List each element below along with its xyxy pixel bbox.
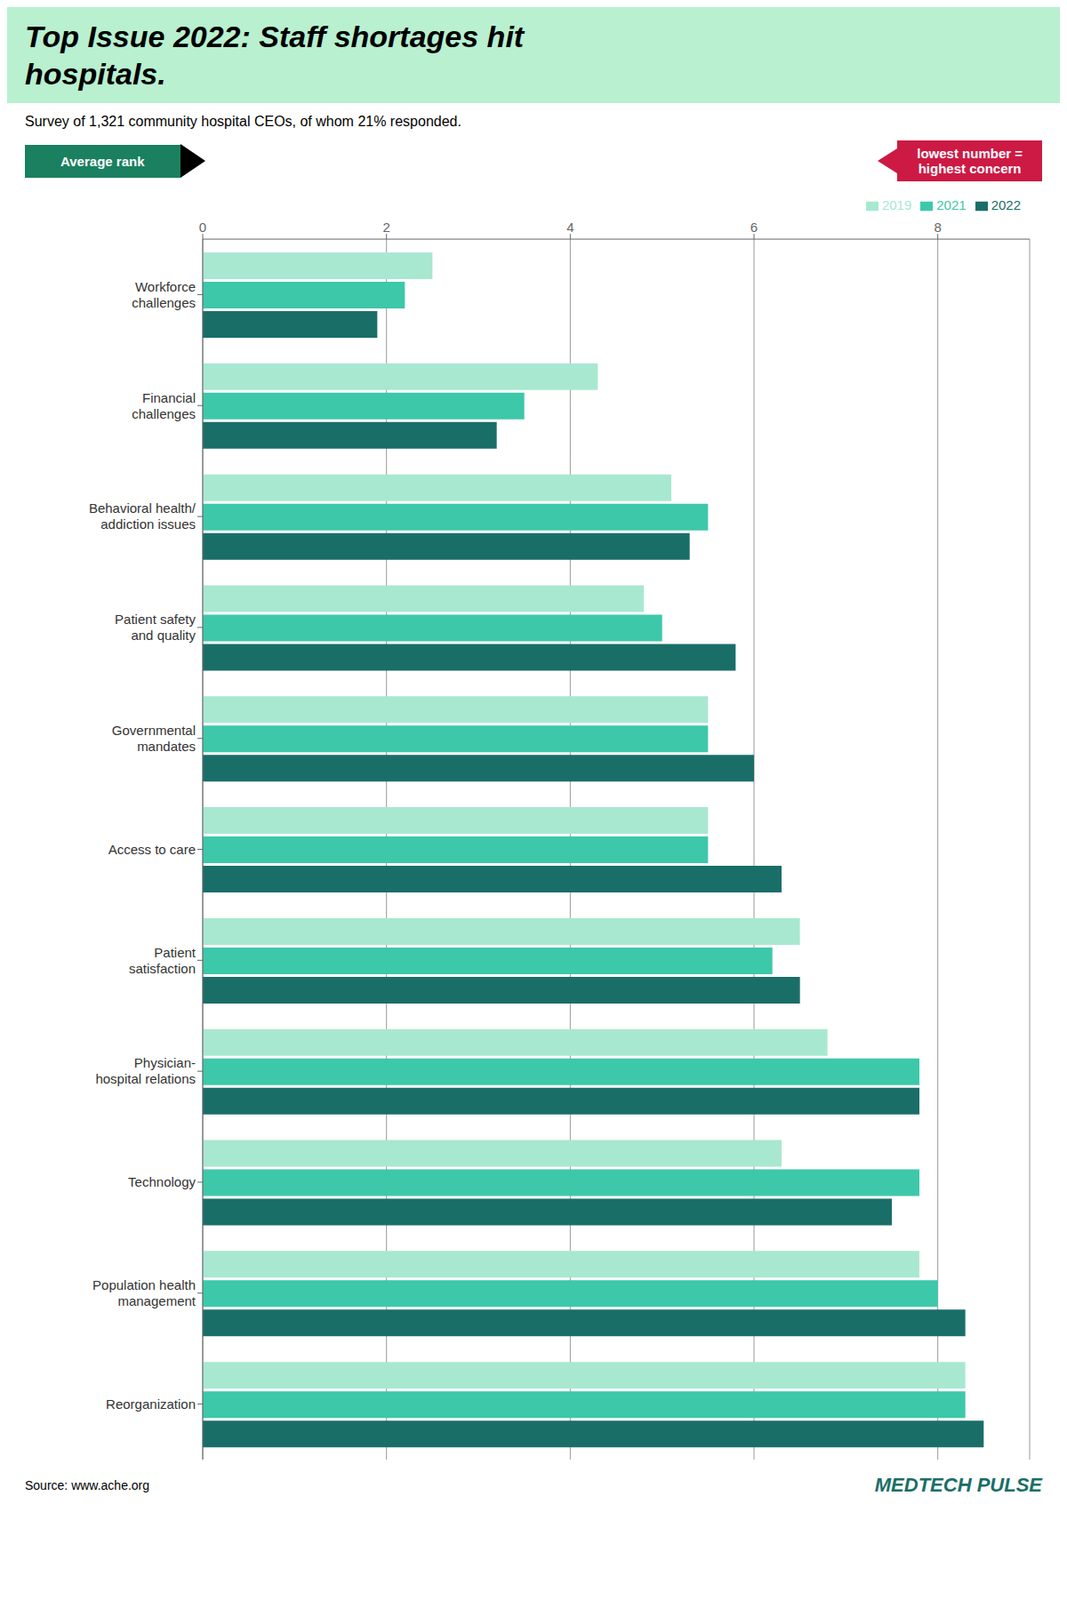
html-text:MEDTECH PULSE: MEDTECH PULSE <box>874 1474 1043 1497</box>
html-text:hospitals.: hospitals. <box>24 56 167 91</box>
svg-text:Technology: Technology <box>128 1174 196 1190</box>
html-text:Top Issue 2022: Staff shortage: Top Issue 2022: Staff shortages hit <box>24 19 524 54</box>
html-text:Source: www.ache.org: Source: www.ache.org <box>24 1478 150 1493</box>
html-text:Average rank: Average rank <box>60 153 145 169</box>
svg-text:2: 2 <box>382 219 390 235</box>
svg-text:Financialchallenges: Financialchallenges <box>131 390 196 422</box>
svg-text:Physician-hospital relations: Physician-hospital relations <box>95 1055 196 1087</box>
svg-text:Patient safetyand quality: Patient safetyand quality <box>114 611 196 643</box>
svg-text:Access to care: Access to care <box>108 842 196 858</box>
html-text:2021: 2021 <box>936 197 967 213</box>
svg-text:Behavioral health/addiction is: Behavioral health/addiction issues <box>88 500 197 532</box>
html-text:Survey of 1,321 community hosp: Survey of 1,321 community hospital CEOs,… <box>24 113 462 129</box>
svg-text:4: 4 <box>566 219 574 235</box>
html-text:2019: 2019 <box>881 197 912 213</box>
svg-text:Workforcechallenges: Workforcechallenges <box>131 279 196 311</box>
html-text:2022: 2022 <box>991 197 1021 213</box>
svg-text:8: 8 <box>933 219 941 235</box>
svg-text:Patientsatisfaction: Patientsatisfaction <box>128 945 197 977</box>
html-text:lowest number =: lowest number = <box>916 145 1023 161</box>
svg-text:6: 6 <box>750 219 758 235</box>
svg-text:Governmentalmandates: Governmentalmandates <box>112 722 196 755</box>
svg-text:0: 0 <box>199 219 207 235</box>
svg-text:Population healthmanagement: Population healthmanagement <box>92 1277 197 1309</box>
html-text:highest concern: highest concern <box>918 160 1022 177</box>
svg-text:Reorganization: Reorganization <box>105 1396 196 1412</box>
